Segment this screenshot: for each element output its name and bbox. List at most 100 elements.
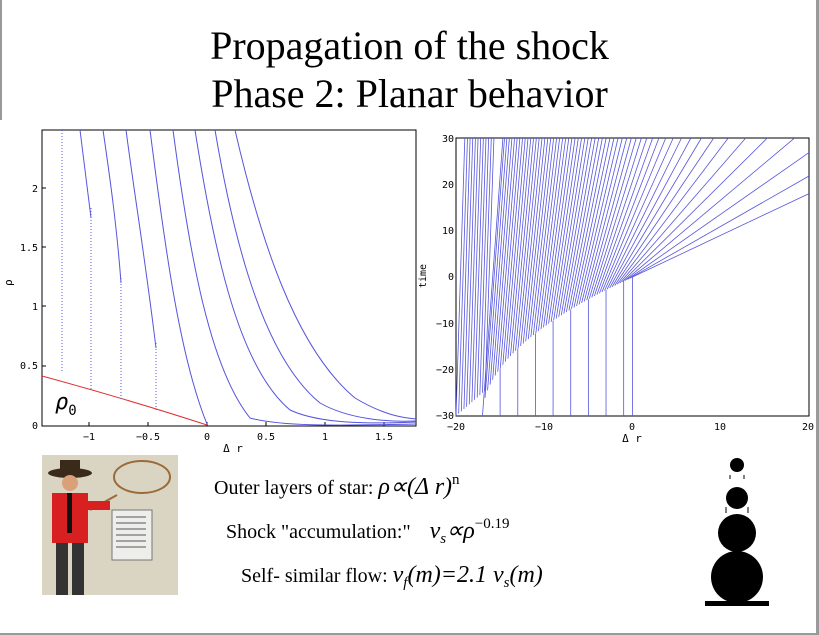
cowboy-icon [42,455,178,595]
left-xtick-m05: −0.5 [136,432,160,443]
left-xtick-15: 1.5 [375,432,393,443]
characteristic-line [604,137,674,291]
formula-2-sub: s [440,531,447,547]
characteristic-line [479,137,490,396]
characteristic-line [563,137,596,314]
characteristic-line [593,137,648,297]
right-ytick-30: 30 [442,134,454,145]
characteristic-line [583,137,628,302]
characteristic-line [492,137,513,380]
left-ytick-15: 1.5 [20,243,38,254]
characteristic-line [611,137,702,287]
right-yticks: −30 −20 −10 0 10 20 30 [436,134,454,422]
right-ytick-m10: −10 [436,319,454,330]
characteristic-line [460,137,471,412]
formula-2-rest: ∝ρ [446,518,475,544]
characteristic-line [507,137,529,359]
characteristic-line [555,137,586,319]
characteristic-line [619,137,747,284]
characteristic-lines [455,137,810,417]
characteristic-line [512,137,534,354]
characteristic-line [614,137,715,286]
characteristic-line [591,137,642,298]
title-line-1: Propagation of the shock [210,23,609,68]
characteristic-line [558,137,589,317]
right-xtick-m20: −20 [447,422,465,433]
left-yticks: 0 0.5 1 1.5 2 [20,184,38,432]
slide-frame-left [0,0,2,120]
characteristic-line [522,137,546,344]
characteristic-line [532,137,558,336]
formula-self-similar: Self- similar flow: vf(m)=2.1 vs(m) [241,562,543,592]
characteristic-line [530,137,555,338]
characteristic-line [576,137,615,307]
characteristic-line [627,152,810,280]
characteristic-line [548,137,576,324]
characteristic-line [494,137,515,376]
right-ytick-m30: −30 [436,411,454,422]
characteristic-line [543,137,570,328]
slide-frame-bottom [0,633,819,635]
left-xtick-0: 0 [204,432,210,443]
title-line-2: Phase 2: Planar behavior [211,71,608,116]
characteristics-plot: −30 −20 −10 0 10 20 30 time −20 −10 0 10… [418,134,814,445]
characteristic-line [466,137,476,407]
left-ylabel: ρ [2,279,15,286]
formula-2-exp: −0.19 [474,516,510,532]
characteristic-line [538,137,564,332]
left-xticks: −1 −0.5 0 0.5 1 1.5 [83,432,393,443]
stacked-spheres-icon [705,458,769,606]
characteristic-line [588,137,637,299]
characteristic-line [476,137,487,398]
left-xtick-05: 0.5 [257,432,275,443]
characteristic-line [482,137,492,393]
left-xtick-m1: −1 [83,432,95,443]
characteristic-line [474,137,484,400]
right-xtick-m10: −10 [535,422,553,433]
characteristic-line [606,137,682,290]
left-ytick-1: 1 [32,302,38,313]
left-ytick-0: 0 [32,421,38,432]
characteristic-line [609,137,692,289]
right-xtick-20: 20 [802,422,814,433]
density-profiles [79,129,417,426]
right-xticks: −20 −10 0 10 20 [447,422,814,433]
characteristic-line [550,137,579,323]
formula-3-mid: (m)=2.1 v [407,562,504,588]
characteristic-line [578,137,619,305]
formula-2-label: Shock "accumulation:" [226,521,411,543]
formula-3-end: (m) [509,562,543,588]
characteristic-line [601,137,667,293]
formula-3-label: Self- similar flow: [241,565,388,587]
right-ytick-0: 0 [448,272,454,283]
characteristic-line [455,137,466,417]
formula-1-label: Outer layers of star: [214,477,374,499]
initial-density-curve [41,375,208,426]
formula-3-subs: s [503,575,510,591]
formula-3-v: v [392,562,404,588]
characteristic-line [487,137,508,391]
slide-title: Propagation of the shock Phase 2: Planar… [0,22,819,118]
cowboy-photo [42,455,178,595]
formula-2-v: v [429,518,441,544]
characteristic-line [502,137,523,365]
characteristic-line [599,137,660,294]
characteristic-line [471,137,482,403]
right-ytick-m20: −20 [436,365,454,376]
density-profile-plot: 0 0.5 1 1.5 2 ρ −1 −0.5 0 0.5 1 1.5 Δ r [2,129,417,453]
left-xlabel: Δ r [223,442,243,453]
left-ytick-2: 2 [32,184,38,195]
characteristic-line [458,137,468,414]
right-xtick-0: 0 [629,422,635,433]
shock-dotted-lines [61,130,157,411]
characteristic-line [568,137,603,311]
characteristic-line [520,137,543,346]
formula-1-expr: ρ∝(Δ r) [378,474,453,500]
characteristic-line [510,137,532,357]
slide-frame-right [816,0,819,635]
formula-3-subf: f [403,575,408,591]
characteristic-line [581,137,623,304]
characteristic-line [545,137,573,326]
right-ytick-20: 20 [442,180,454,191]
characteristic-line [616,137,729,285]
